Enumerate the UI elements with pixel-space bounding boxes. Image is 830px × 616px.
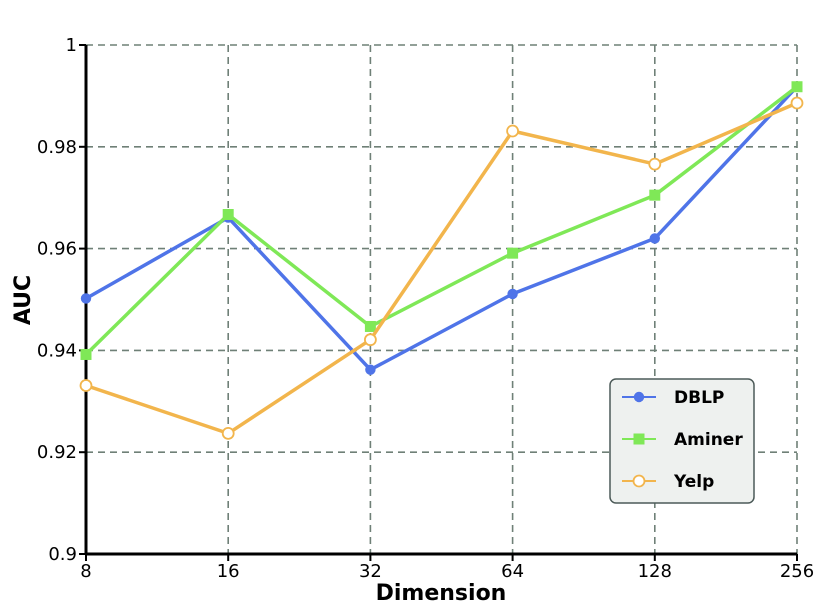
y-tick-label: 0.92 <box>37 442 77 463</box>
data-point-yelp <box>790 96 804 110</box>
y-tick-label: 1 <box>66 35 77 56</box>
legend-item-aminer: Aminer <box>622 430 743 450</box>
legend-marker <box>633 433 645 445</box>
legend-item-yelp: Yelp <box>622 472 714 492</box>
data-point-aminer <box>791 81 803 93</box>
y-tick-label: 0.96 <box>37 239 77 260</box>
x-tick-label: 8 <box>80 561 91 582</box>
y-tick-label: 0.98 <box>37 137 77 158</box>
series-yelp <box>79 96 804 440</box>
data-point-yelp <box>221 426 235 440</box>
data-point-yelp <box>506 124 519 138</box>
tick-labels: 0.9 0.92 0.94 0.96 0.98 1 8 16 32 64 128 256 <box>37 35 814 582</box>
x-tick-label: 64 <box>501 561 524 582</box>
data-point-aminer <box>649 189 661 201</box>
x-tick-label: 256 <box>780 561 814 582</box>
legend-marker <box>632 474 646 488</box>
data-point-aminer <box>80 348 92 360</box>
legend: DBLP Aminer Yelp <box>609 378 755 504</box>
legend-box <box>609 378 755 504</box>
series-aminer <box>80 81 803 360</box>
legend-label: Aminer <box>674 430 743 450</box>
data-point-aminer <box>507 247 519 259</box>
x-tick-label: 32 <box>359 561 382 582</box>
series-line-aminer <box>84 85 799 356</box>
y-axis-title: AUC <box>11 275 36 325</box>
legend-label: DBLP <box>674 388 724 408</box>
legend-label: Yelp <box>673 472 714 492</box>
x-axis-title: Dimension <box>376 581 507 606</box>
data-point-aminer <box>364 320 376 332</box>
series-line-yelp <box>85 101 798 436</box>
y-tick-label: 0.9 <box>48 544 77 565</box>
series-line-dblp <box>85 85 799 372</box>
data-point-dblp <box>507 288 518 300</box>
series-dblp <box>80 81 803 375</box>
legend-item-dblp: DBLP <box>622 388 724 408</box>
data-point-dblp <box>649 233 660 244</box>
data-point-dblp <box>365 364 376 375</box>
x-tick-label: 16 <box>217 561 240 582</box>
data-point-yelp <box>79 379 93 392</box>
legend-marker <box>633 391 645 403</box>
series-lines <box>79 81 804 440</box>
x-tick-label: 128 <box>638 561 672 582</box>
y-tick-label: 0.94 <box>37 340 77 361</box>
data-point-yelp <box>363 333 377 347</box>
data-point-dblp <box>80 293 92 304</box>
data-point-yelp <box>648 157 662 171</box>
data-point-aminer <box>222 208 234 220</box>
